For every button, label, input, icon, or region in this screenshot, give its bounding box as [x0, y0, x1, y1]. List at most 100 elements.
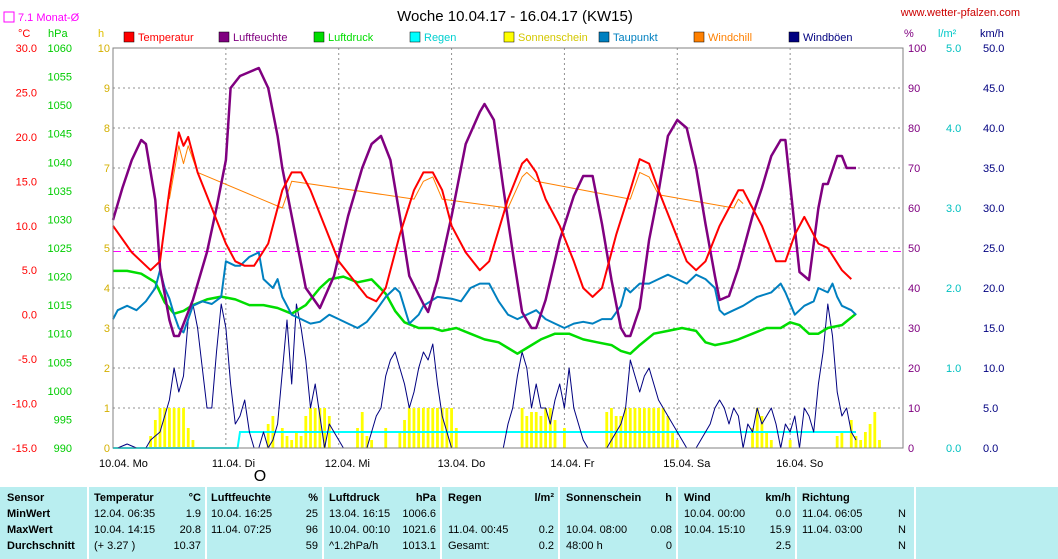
tick-label-temp: 15.0 — [16, 176, 37, 188]
legend-label: Windchill — [708, 32, 752, 44]
tick-label-pressure: 1050 — [48, 100, 72, 112]
wind-max-val: 15.9 — [769, 524, 791, 536]
sunshine-bar — [859, 440, 863, 448]
sunshine-bar — [675, 440, 679, 448]
day-label: 10.04. Mo — [99, 458, 148, 470]
legend-label: Sonnenschein — [518, 32, 588, 44]
tick-label-sun: 1 — [104, 403, 110, 415]
dir-min-val: N — [898, 508, 906, 520]
stats-section-richtung: Richtung 11.04. 06:05 N 11.04. 03:00 N N — [797, 487, 914, 559]
sunshine-bar — [661, 408, 665, 448]
sunshine-bar — [285, 436, 289, 448]
rain-avg-note: Gesamt: — [448, 540, 490, 552]
sunshine-bar — [765, 432, 769, 448]
chart-grid — [113, 48, 903, 448]
tick-label-temp: 30.0 — [16, 43, 37, 55]
tick-label-pressure: 1055 — [48, 72, 72, 84]
press-max-val: 1021.6 — [402, 524, 436, 536]
sunshine-bar — [445, 408, 449, 448]
wind-unit: km/h — [765, 492, 791, 504]
legend-swatch — [598, 31, 610, 43]
day-label: 13.04. Do — [438, 458, 486, 470]
temp-header: Temperatur — [94, 492, 154, 504]
tick-label-wind: 10.0 — [983, 363, 1004, 375]
sun-unit-label: h — [98, 28, 104, 40]
wind-min-val: 0.0 — [775, 508, 791, 520]
tick-label-rain: 2.0 — [946, 283, 961, 295]
tick-label-sun: 2 — [104, 363, 110, 375]
rain-unit-label: l/m² — [938, 28, 957, 40]
tick-label-humidity: 0 — [908, 443, 914, 455]
temp-avg-val: 10.37 — [173, 540, 201, 552]
site-link[interactable]: www.wetter-pfalzen.com — [900, 7, 1020, 19]
sunshine-bar — [356, 428, 359, 448]
sunshine-bar — [671, 432, 674, 448]
sunshine-bar — [294, 432, 298, 448]
sunshine-bar — [426, 408, 430, 448]
sunshine-bar — [652, 408, 656, 448]
tick-label-humidity: 90 — [908, 83, 920, 95]
tick-label-wind: 0.0 — [983, 443, 998, 455]
tick-label-temp: 5.0 — [22, 265, 37, 277]
temp-unit: °C — [188, 492, 201, 504]
sunshine-bar — [769, 440, 773, 448]
sunshine-bar — [172, 408, 176, 448]
wind-unit-label: km/h — [980, 28, 1004, 40]
tick-label-pressure: 1025 — [48, 243, 72, 255]
hum-min-val: 25 — [305, 508, 318, 520]
sunshine-bar — [436, 408, 439, 448]
sunshine-bar — [168, 408, 171, 448]
day-label: 16.04. So — [776, 458, 823, 470]
tick-label-temp: 25.0 — [16, 87, 37, 99]
tick-label-temp: 10.0 — [16, 221, 37, 233]
press-min-time: 13.04. 16:15 — [329, 508, 391, 520]
sunshine-bar — [313, 408, 317, 448]
sunshine-bar — [868, 424, 872, 448]
day-labels: 10.04. Mo 11.04. Di 12.04. Mi 13.04. Do 14.0… — [99, 458, 823, 470]
temp-min-val: 1.9 — [185, 508, 201, 520]
sunshine-bar — [440, 408, 444, 448]
stats-section-temperatur: Temperatur °C 12.04. 06:35 1.9 10.04. 14:1… — [89, 487, 205, 559]
sunshine-bar — [548, 408, 552, 448]
series-windböen — [113, 303, 857, 449]
tick-label-pressure: 1045 — [48, 129, 72, 141]
sunshine-bars — [149, 408, 881, 448]
temp-max-time: 10.04. 14:15 — [94, 524, 156, 536]
wind-max-time: 10.04. 15:10 — [684, 524, 746, 536]
legend-label: Luftdruck — [328, 32, 374, 44]
legend-swatch — [123, 31, 135, 43]
sunshine-bar — [153, 420, 157, 448]
series-temperatur — [112, 131, 852, 303]
tick-label-sun: 0 — [104, 443, 110, 455]
legend-label: Temperatur — [138, 32, 194, 44]
tick-label-temp: -15.0 — [12, 443, 37, 455]
tick-label-sun: 9 — [104, 83, 110, 95]
stats-section-wind: Wind km/h 10.04. 00:00 0.0 10.04. 15:10 15.… — [678, 487, 795, 559]
legend-swatch — [503, 31, 515, 43]
legend-label: Regen — [424, 32, 456, 44]
dir-header: Richtung — [802, 492, 850, 504]
sunshine-bar — [840, 432, 844, 448]
press-unit: hPa — [415, 492, 436, 504]
sunshine-bar — [755, 408, 759, 448]
tick-label-rain: 4.0 — [946, 123, 961, 135]
min-label: MinWert — [7, 508, 51, 520]
sunshine-bar — [318, 408, 322, 448]
stats-section-luftdruck: Luftdruck hPa 13.04. 16:15 1006.6 10.04. 0… — [324, 487, 440, 559]
press-avg-note: ^1.2hPa/h — [329, 540, 379, 552]
tick-label-wind: 30.0 — [983, 203, 1004, 215]
tick-label-rain: 3.0 — [946, 203, 961, 215]
legend-swatch — [218, 31, 230, 43]
tick-label-humidity: 40 — [908, 283, 920, 295]
sunshine-bar — [280, 428, 284, 448]
tick-label-pressure: 1005 — [48, 357, 72, 369]
tick-label-sun: 5 — [104, 243, 110, 255]
hum-min-time: 10.04. 16:25 — [211, 508, 273, 520]
sunshine-bar — [431, 408, 435, 448]
tick-label-pressure: 995 — [54, 414, 72, 426]
tick-label-temp: 0.0 — [22, 310, 37, 322]
day-label: 15.04. Sa — [663, 458, 711, 470]
tick-label-temp: -5.0 — [18, 354, 37, 366]
tick-label-sun: 3 — [104, 323, 110, 335]
monthly-avg-label: 7.1 Monat-Ø — [18, 12, 80, 24]
